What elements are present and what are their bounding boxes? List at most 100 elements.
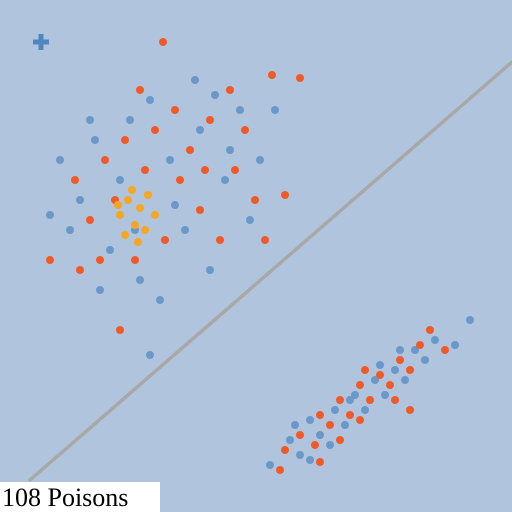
point (411, 346, 419, 354)
point (356, 381, 364, 389)
point (121, 231, 129, 239)
point (166, 156, 174, 164)
point (291, 421, 299, 429)
point (171, 201, 179, 209)
point (196, 126, 204, 134)
point (441, 346, 449, 354)
point (271, 106, 279, 114)
point (101, 156, 109, 164)
point (161, 236, 169, 244)
point (336, 436, 344, 444)
point (396, 346, 404, 354)
point (86, 216, 94, 224)
point (466, 316, 474, 324)
point (171, 106, 179, 114)
point (431, 336, 439, 344)
point (346, 396, 354, 404)
point (401, 376, 409, 384)
point (346, 411, 354, 419)
point (306, 416, 314, 424)
point (76, 196, 84, 204)
point (391, 366, 399, 374)
point (336, 396, 344, 404)
point (261, 236, 269, 244)
point (141, 226, 149, 234)
point (236, 106, 244, 114)
point (251, 196, 259, 204)
point (136, 276, 144, 284)
point (256, 156, 264, 164)
point (96, 286, 104, 294)
point (296, 431, 304, 439)
point (144, 191, 152, 199)
point (351, 391, 359, 399)
point (226, 86, 234, 94)
point (176, 176, 184, 184)
point (136, 86, 144, 94)
point (46, 256, 54, 264)
point (391, 396, 399, 404)
point (231, 166, 239, 174)
label-box (0, 482, 160, 512)
point (151, 126, 159, 134)
point (376, 371, 384, 379)
point (366, 396, 374, 404)
point (311, 441, 319, 449)
poison-count: 108 Poisons (2, 483, 128, 512)
point (316, 458, 324, 466)
point (341, 421, 349, 429)
point (316, 431, 324, 439)
point (186, 146, 194, 154)
point (326, 421, 334, 429)
point (451, 341, 459, 349)
point (56, 156, 64, 164)
point (206, 116, 214, 124)
point (281, 191, 289, 199)
point (361, 406, 369, 414)
point (146, 351, 154, 359)
plus-marker (33, 34, 49, 50)
point (421, 356, 429, 364)
point (106, 246, 114, 254)
point (201, 166, 209, 174)
decision-boundary (28, 60, 512, 482)
point (159, 38, 167, 46)
point (141, 166, 149, 174)
point (376, 361, 384, 369)
marks (28, 34, 512, 482)
point (128, 186, 136, 194)
point (386, 381, 394, 389)
point (116, 176, 124, 184)
point (406, 406, 414, 414)
point (131, 221, 139, 229)
point (241, 126, 249, 134)
point (91, 136, 99, 144)
point (361, 366, 369, 374)
point (266, 461, 274, 469)
point (356, 416, 364, 424)
point (156, 296, 164, 304)
point (268, 71, 276, 79)
point (246, 216, 254, 224)
point (146, 96, 154, 104)
point (134, 238, 142, 246)
point (131, 256, 139, 264)
point (114, 201, 122, 209)
point (96, 256, 104, 264)
point (276, 466, 284, 474)
point (66, 226, 74, 234)
point (86, 116, 94, 124)
point (46, 211, 54, 219)
point (76, 266, 84, 274)
point (211, 91, 219, 99)
point (116, 211, 124, 219)
point (296, 74, 304, 82)
point (116, 326, 124, 334)
point (406, 366, 414, 374)
point (136, 204, 144, 212)
point (196, 206, 204, 214)
point (181, 226, 189, 234)
point (286, 436, 294, 444)
